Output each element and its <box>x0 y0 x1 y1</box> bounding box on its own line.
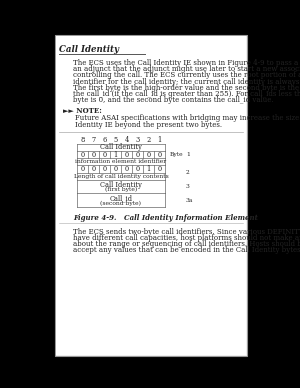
Text: Identity IE beyond the present two bytes.: Identity IE beyond the present two bytes… <box>75 121 222 128</box>
Text: 7: 7 <box>92 136 96 144</box>
Text: 0: 0 <box>80 165 85 173</box>
Text: 5: 5 <box>113 136 118 144</box>
Text: 1: 1 <box>186 152 190 157</box>
Text: 0: 0 <box>158 151 162 159</box>
Text: 1: 1 <box>146 165 151 173</box>
Text: 2: 2 <box>186 170 190 175</box>
Text: 0: 0 <box>92 151 96 159</box>
Text: Call Identity: Call Identity <box>100 181 142 189</box>
Text: 0: 0 <box>124 165 129 173</box>
Text: 0: 0 <box>102 151 106 159</box>
Text: ►► NOTE:: ►► NOTE: <box>63 107 102 115</box>
Text: accept any values that can be encoded in the Call Identity bytes in any order.: accept any values that can be encoded in… <box>73 246 300 255</box>
Text: have different call capacities, host platforms should not make any assumptions: have different call capacities, host pla… <box>73 234 300 242</box>
Text: Call Identity: Call Identity <box>100 143 142 151</box>
Text: 3: 3 <box>186 184 190 189</box>
Text: 0: 0 <box>146 151 151 159</box>
Text: Byte: Byte <box>170 152 184 157</box>
Text: 0: 0 <box>92 165 96 173</box>
Text: 2: 2 <box>146 136 151 144</box>
Text: 0: 0 <box>113 165 118 173</box>
Text: Length of call identity contents: Length of call identity contents <box>74 174 168 179</box>
FancyBboxPatch shape <box>55 35 247 356</box>
Text: The ECS uses the Call Identity IE shown in Figure 4-9 to pass a call identifier : The ECS uses the Call Identity IE shown … <box>73 59 300 67</box>
Text: 3a: 3a <box>186 197 194 203</box>
Text: 0: 0 <box>124 151 129 159</box>
Text: 6: 6 <box>102 136 106 144</box>
Text: Call_id: Call_id <box>110 194 133 203</box>
Text: about the range or sequencing of call identifiers. Hosts should be prepared to: about the range or sequencing of call id… <box>73 240 300 248</box>
Text: byte is 0, and the second byte contains the call_id value.: byte is 0, and the second byte contains … <box>73 96 274 104</box>
Text: 3: 3 <box>135 136 140 144</box>
Text: information element identifier: information element identifier <box>75 159 166 164</box>
FancyBboxPatch shape <box>56 36 246 355</box>
Text: 0: 0 <box>135 151 140 159</box>
Text: Figure 4-9.   Call Identity Information Element: Figure 4-9. Call Identity Information El… <box>73 214 258 222</box>
Text: 0: 0 <box>80 151 85 159</box>
Text: controlling the call. The ECS currently uses the root portion of an internal cal: controlling the call. The ECS currently … <box>73 71 300 80</box>
Text: 0: 0 <box>102 165 106 173</box>
Text: 1: 1 <box>113 151 118 159</box>
Text: 4: 4 <box>124 136 129 144</box>
Text: The ECS sends two-byte call identifiers. Since various DEFINITY ECS switches: The ECS sends two-byte call identifiers.… <box>73 228 300 236</box>
Text: identifier for the call identity; the current call identity is always 16 bits in: identifier for the call identity; the cu… <box>73 78 300 86</box>
Text: 0: 0 <box>158 165 162 173</box>
Text: an adjunct that the adjunct might use later to start a new association for: an adjunct that the adjunct might use la… <box>73 65 300 73</box>
Text: 8: 8 <box>80 136 85 144</box>
Text: Future ASAI specifications with bridging may increase the size of the Call: Future ASAI specifications with bridging… <box>75 114 300 122</box>
Text: the call_id (if the call_id is greater than 255). For call_ids less than 255, th: the call_id (if the call_id is greater t… <box>73 90 300 98</box>
Text: 0: 0 <box>135 165 140 173</box>
Text: Call Identity: Call Identity <box>59 45 119 54</box>
Text: (second byte): (second byte) <box>100 200 142 206</box>
Text: 1: 1 <box>158 136 162 144</box>
Text: The first byte is the high-order value and the second byte is the low-order valu: The first byte is the high-order value a… <box>73 84 300 92</box>
Text: (first byte): (first byte) <box>105 187 137 192</box>
